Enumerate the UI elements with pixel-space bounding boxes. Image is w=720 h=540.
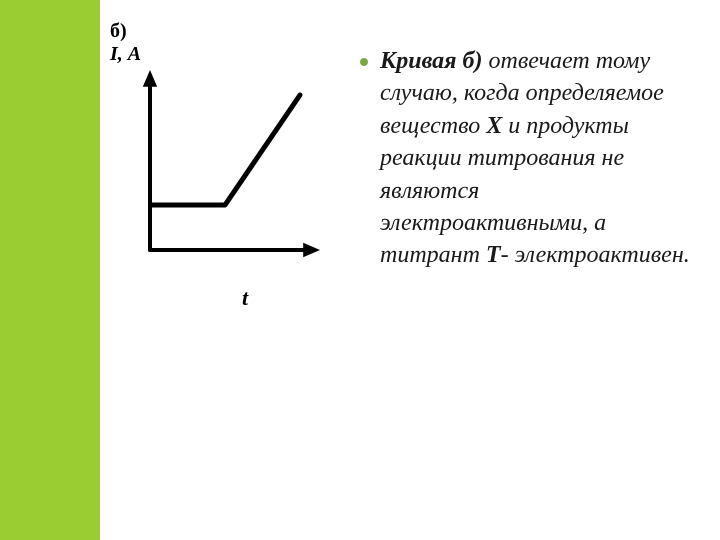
diagram-label: б) bbox=[110, 20, 141, 43]
chart-wrapper: б) I, А t bbox=[110, 50, 340, 311]
diagram-column: б) I, А t bbox=[110, 20, 340, 520]
left-green-strip bbox=[0, 0, 100, 540]
bullet-icon bbox=[360, 58, 368, 66]
text-column: Кривая б) отвечает тому случаю, когда оп… bbox=[360, 20, 690, 520]
bullet-item: Кривая б) отвечает тому случаю, когда оп… bbox=[360, 45, 690, 272]
y-axis-label: I, А bbox=[110, 43, 141, 66]
titration-curve-chart bbox=[110, 50, 340, 290]
description-text: Кривая б) отвечает тому случаю, когда оп… bbox=[380, 45, 690, 272]
content-area: б) I, А t Кривая б) отвечает тому случаю… bbox=[100, 0, 720, 540]
